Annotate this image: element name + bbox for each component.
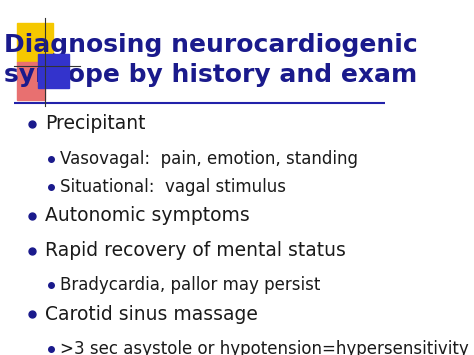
Text: >3 sec asystole or hypotension=hypersensitivity: >3 sec asystole or hypotension=hypersens… [60,340,469,355]
Bar [17,23,53,62]
Text: Bradycardia, pallor may persist: Bradycardia, pallor may persist [60,277,320,295]
Bar [17,62,45,100]
Text: Carotid sinus massage: Carotid sinus massage [45,305,258,324]
Text: Autonomic symptoms: Autonomic symptoms [45,207,250,225]
Text: Rapid recovery of mental status: Rapid recovery of mental status [45,241,346,260]
Text: Situational:  vagal stimulus: Situational: vagal stimulus [60,178,286,196]
Bar [38,54,69,88]
Text: Vasovagal:  pain, emotion, standing: Vasovagal: pain, emotion, standing [60,149,358,168]
Text: Precipitant: Precipitant [45,114,146,133]
Text: Diagnosing neurocardiogenic
syncope by history and exam: Diagnosing neurocardiogenic syncope by h… [4,33,418,87]
